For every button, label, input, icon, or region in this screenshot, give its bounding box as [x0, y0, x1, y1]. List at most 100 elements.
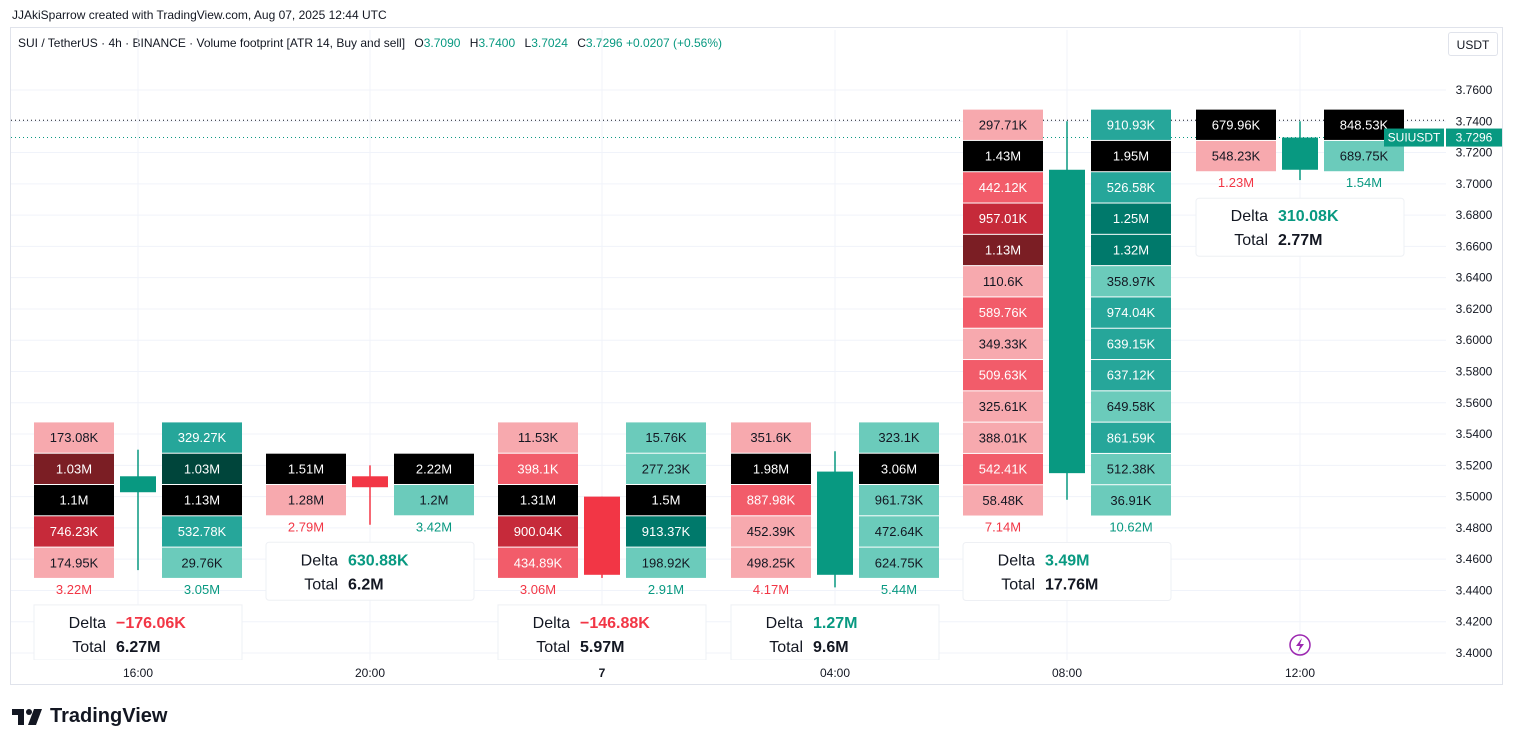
sell-volume-cell [266, 453, 346, 484]
total-value: 2.77M [1278, 232, 1322, 249]
last-price-label: 3.7296 [1456, 131, 1493, 145]
y-tick-label: 3.7000 [1456, 177, 1493, 191]
high-value: 3.7400 [478, 36, 516, 50]
y-tick-label: 3.4000 [1456, 646, 1493, 660]
sell-volume-cell [731, 422, 811, 453]
sell-volume-label: 548.23K [1212, 149, 1261, 164]
buy-volume-label: 472.64K [875, 524, 924, 539]
sell-volume-label: 1.31M [520, 493, 556, 508]
lightning-icon-bolt [1296, 638, 1304, 652]
delta-box [33, 604, 243, 661]
symbol-legend[interactable]: SUI / TetherUS · 4h · BINANCE · Volume f… [18, 36, 722, 50]
lightning-icon [1289, 634, 1311, 656]
symbol-description[interactable]: SUI / TetherUS · 4h · BINANCE · Volume f… [18, 36, 406, 50]
buy-volume-label: 358.97K [1107, 274, 1156, 289]
total-value: 9.6M [813, 639, 849, 656]
buy-volume-label: 1.95M [1113, 149, 1149, 164]
x-tick-label: 7 [599, 666, 606, 680]
y-tick-label: 3.6000 [1456, 333, 1493, 347]
buy-volume-cell [162, 485, 242, 516]
sell-volume-label: 679.96K [1212, 117, 1261, 132]
candle-body [120, 476, 156, 493]
buy-volume-cell [162, 453, 242, 485]
y-tick-label: 3.4600 [1456, 552, 1493, 566]
buy-volume-label: 639.15K [1107, 336, 1156, 351]
sell-volume-label: 1.51M [288, 461, 324, 476]
sell-volume-label: 746.23K [50, 524, 99, 539]
buy-total-label: 5.44M [881, 582, 917, 597]
buy-volume-cell [1091, 453, 1171, 485]
candle-body [817, 471, 853, 575]
total-label: Total [304, 576, 338, 593]
candle-body [1049, 169, 1085, 474]
total-label: Total [1234, 232, 1268, 249]
sell-volume-cell [963, 266, 1043, 297]
sell-volume-cell [963, 297, 1043, 328]
buy-volume-cell [1091, 109, 1171, 140]
y-tick-label: 3.6400 [1456, 271, 1493, 285]
delta-label: Delta [1231, 208, 1268, 225]
sell-volume-label: 110.6K [983, 274, 1024, 289]
sell-volume-cell [963, 234, 1043, 266]
x-tick-label: 04:00 [820, 666, 850, 680]
sell-volume-label: 498.25K [747, 555, 796, 570]
buy-volume-cell [1091, 328, 1171, 360]
buy-volume-label: 526.58K [1107, 180, 1156, 195]
total-value: 5.97M [580, 639, 624, 656]
sell-volume-label: 957.01K [979, 211, 1028, 226]
change-value: +0.0207 (+0.56%) [625, 36, 723, 50]
buy-volume-label: 1.2M [420, 493, 449, 508]
sell-volume-label: 509.63K [979, 368, 1028, 383]
candle-body [352, 476, 388, 488]
total-value: 17.76M [1045, 577, 1098, 594]
buy-volume-cell [1091, 485, 1171, 516]
buy-total-label: 3.05M [184, 582, 220, 597]
x-axis-background [11, 660, 1451, 684]
buy-volume-label: 1.32M [1113, 242, 1149, 257]
sell-total-label: 3.22M [56, 582, 92, 597]
delta-value: 1.27M [813, 615, 857, 632]
delta-value: −146.88K [580, 615, 650, 632]
buy-total-label: 2.91M [648, 582, 684, 597]
buy-volume-label: 848.53K [1340, 117, 1389, 132]
sell-total-label: 2.79M [288, 519, 324, 534]
buy-total-label: 3.42M [416, 519, 452, 534]
buy-volume-cell [626, 485, 706, 516]
buy-volume-cell [1091, 422, 1171, 453]
sell-volume-cell [1196, 109, 1276, 140]
buy-volume-cell [1091, 203, 1171, 234]
sell-volume-cell [963, 109, 1043, 140]
sell-volume-label: 349.33K [979, 336, 1028, 351]
total-label: Total [536, 639, 570, 656]
sell-total-label: 1.23M [1218, 175, 1254, 190]
y-tick-label: 3.4200 [1456, 615, 1493, 629]
open-value: 3.7090 [423, 36, 461, 50]
sell-volume-label: 398.1K [517, 461, 559, 476]
buy-volume-label: 277.23K [642, 461, 691, 476]
buy-volume-label: 1.03M [184, 461, 220, 476]
buy-volume-label: 29.76K [181, 555, 223, 570]
y-tick-label: 3.5000 [1456, 490, 1493, 504]
buy-volume-cell [859, 516, 939, 547]
sell-volume-cell [963, 360, 1043, 391]
currency-button[interactable]: USDT [1448, 32, 1498, 56]
buy-volume-label: 36.91K [1110, 493, 1152, 508]
sell-volume-cell [731, 516, 811, 547]
buy-volume-label: 1.5M [652, 493, 681, 508]
sell-volume-label: 11.53K [518, 430, 559, 445]
buy-volume-cell [1091, 172, 1171, 203]
candle-body [1282, 137, 1318, 170]
buy-volume-cell [1091, 140, 1171, 172]
y-tick-label: 3.4800 [1456, 521, 1493, 535]
sell-volume-label: 1.13M [985, 242, 1021, 257]
sell-volume-cell [34, 547, 114, 578]
buy-volume-label: 329.27K [178, 430, 227, 445]
total-label: Total [72, 639, 106, 656]
delta-value: −176.06K [116, 615, 186, 632]
delta-box [962, 542, 1172, 602]
close-label: C [577, 36, 586, 50]
sell-volume-cell [498, 516, 578, 547]
y-tick-label: 3.6800 [1456, 208, 1493, 222]
sell-total-label: 7.14M [985, 520, 1021, 535]
